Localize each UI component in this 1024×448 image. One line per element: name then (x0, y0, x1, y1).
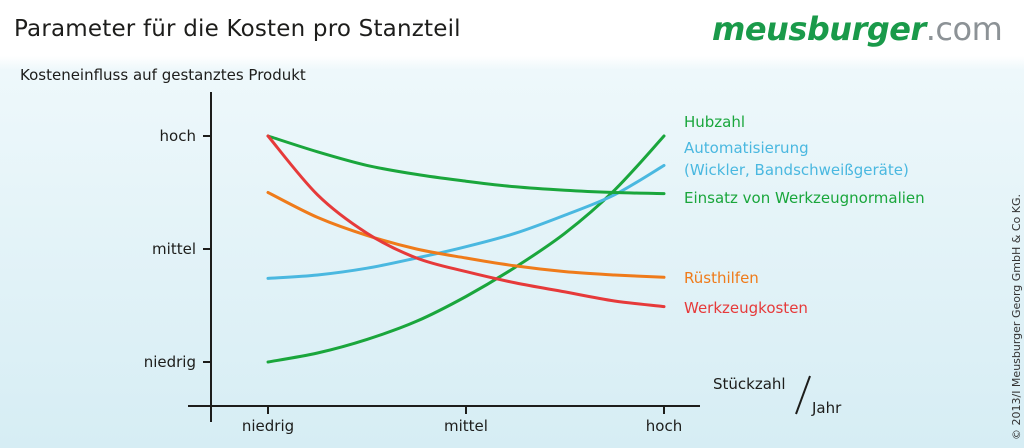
page-title: Parameter für die Kosten pro Stanzteil (14, 16, 461, 42)
series-labels: Hubzahl Automatisierung (Wickler, Bandsc… (684, 113, 925, 317)
series-lines (266, 134, 666, 364)
x-ticks: niedrig mittel hoch (242, 406, 682, 435)
y-tick-label: mittel (152, 240, 196, 258)
meusburger-logo[interactable]: meusburger.com (712, 10, 1003, 48)
x-axis-label-quantity: Stückzahl (713, 375, 786, 393)
label-ruesthilfen: Rüsthilfen (684, 269, 759, 287)
label-werkzeugkosten: Werkzeugkosten (684, 299, 808, 317)
x-axis-label-separator (795, 375, 811, 415)
y-tick-label: hoch (160, 127, 196, 145)
logo-brand-text: meusburger (712, 10, 926, 48)
series-line-2 (266, 163, 666, 280)
y-axis-label: Kosteneinfluss auf gestanztes Produkt (20, 66, 306, 84)
x-tick-label: hoch (646, 417, 682, 435)
series-line-1 (266, 134, 666, 364)
x-tick-label: niedrig (242, 417, 294, 435)
series-line-5 (266, 134, 666, 309)
y-ticks: niedrig mittel hoch (144, 127, 211, 371)
series-line-3 (266, 134, 666, 196)
label-automatisierung: Automatisierung (684, 139, 809, 157)
y-tick-label: niedrig (144, 353, 196, 371)
label-werkzeugnormalien: Einsatz von Werkzeugnormalien (684, 189, 925, 207)
logo-domain-text: .com (925, 10, 1003, 48)
label-hubzahl: Hubzahl (684, 113, 745, 131)
x-tick-label: mittel (444, 417, 488, 435)
label-automatisierung-detail: (Wickler, Bandschweißgeräte) (684, 161, 909, 179)
series-line-4 (266, 191, 666, 279)
x-axis-label-year: Jahr (811, 399, 842, 417)
